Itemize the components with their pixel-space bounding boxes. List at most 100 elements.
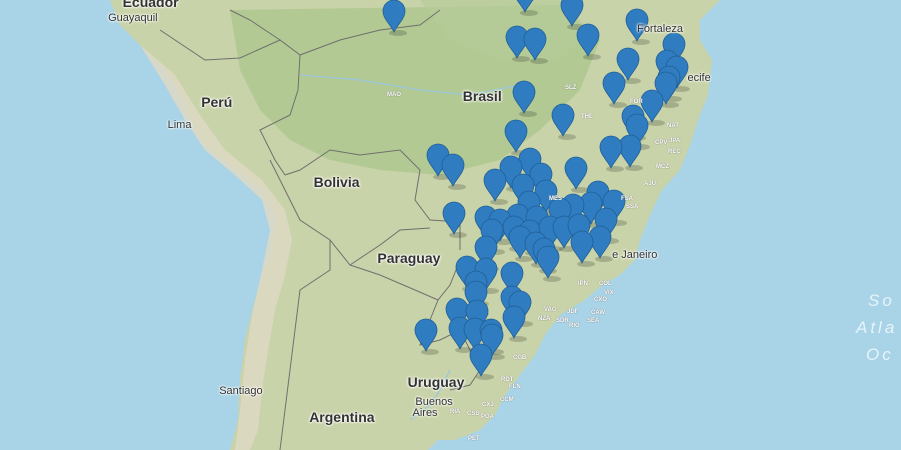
airport-code-label: JDF xyxy=(567,309,579,315)
airport-code-label: MAO xyxy=(387,92,401,98)
map-marker[interactable] xyxy=(512,80,537,117)
map-marker[interactable] xyxy=(616,47,641,84)
marker-pin-icon xyxy=(441,153,465,188)
map-marker[interactable] xyxy=(564,156,589,193)
map-marker[interactable] xyxy=(442,201,467,238)
marker-pin-icon xyxy=(516,0,534,14)
airport-code-label: MES xyxy=(549,196,563,202)
map-marker[interactable] xyxy=(536,245,561,282)
airport-code-label: FLN xyxy=(509,384,521,390)
airport-code-label: CCM xyxy=(500,397,514,403)
map-marker[interactable] xyxy=(523,27,548,64)
marker-shadow xyxy=(577,261,595,267)
marker-shadow xyxy=(625,165,643,171)
marker-pin-icon xyxy=(505,25,529,60)
airport-code-label: THE xyxy=(581,114,593,120)
map-marker[interactable] xyxy=(505,25,530,62)
marker-shadow xyxy=(530,58,548,64)
marker-pin-icon xyxy=(576,23,600,58)
marker-shadow xyxy=(623,78,641,84)
marker-shadow xyxy=(515,256,533,262)
map-marker[interactable] xyxy=(508,225,533,262)
airport-code-label: JPA xyxy=(669,138,681,144)
map-marker[interactable] xyxy=(602,71,627,108)
airport-code-label: CGB xyxy=(513,355,527,361)
map-marker[interactable] xyxy=(570,230,595,267)
map-marker[interactable] xyxy=(414,318,439,355)
city-label: Buenos xyxy=(415,396,453,408)
airport-code-label: RDT xyxy=(501,377,514,383)
marker-pin-icon xyxy=(618,134,642,169)
country-label: Argentina xyxy=(309,409,375,425)
airport-code-label: SSA xyxy=(626,204,639,210)
airport-code-label: CXJ xyxy=(482,402,494,408)
airport-code-label: VIX xyxy=(604,290,614,296)
marker-shadow xyxy=(647,120,665,126)
marker-shadow xyxy=(389,30,407,36)
airport-code-label: CPV xyxy=(655,140,668,146)
marker-pin-icon xyxy=(480,323,504,358)
airport-code-label: SDR xyxy=(556,318,569,324)
city-label: Santiago xyxy=(219,385,263,397)
airport-code-label: MCZ xyxy=(656,164,669,170)
marker-pin-icon xyxy=(602,71,626,106)
marker-pin-icon xyxy=(560,0,584,28)
marker-pin-icon xyxy=(570,230,594,265)
marker-shadow xyxy=(520,10,538,16)
marker-shadow xyxy=(583,54,601,60)
map-marker[interactable] xyxy=(576,23,601,60)
airport-code-label: POA xyxy=(481,414,495,420)
marker-shadow xyxy=(558,134,576,140)
map-marker[interactable] xyxy=(514,0,538,16)
airport-code-label: SLZ xyxy=(565,85,577,91)
marker-shadow xyxy=(490,199,508,205)
forest-region-north xyxy=(420,0,590,60)
map-marker[interactable] xyxy=(618,134,643,171)
airport-code-label: PET xyxy=(468,436,480,442)
marker-pin-icon xyxy=(640,89,664,124)
marker-pin-icon xyxy=(500,261,524,296)
map-marker[interactable] xyxy=(599,135,624,172)
airport-code-label: NZA xyxy=(538,316,551,322)
map-marker[interactable] xyxy=(441,153,466,190)
map-marker[interactable] xyxy=(469,343,494,380)
city-label: ecife xyxy=(687,72,711,84)
marker-pin-icon xyxy=(523,27,547,62)
airport-code-label: CAW xyxy=(591,310,605,316)
marker-pin-icon xyxy=(536,245,560,280)
country-label: Bolivia xyxy=(313,174,360,190)
map-marker[interactable] xyxy=(483,168,508,205)
ocean-label-line1: So xyxy=(868,291,895,310)
marker-pin-icon xyxy=(502,305,526,340)
marker-shadow xyxy=(512,56,530,62)
marker-shadow xyxy=(519,111,537,117)
city-label: e Janeiro xyxy=(612,249,658,261)
marker-shadow xyxy=(595,256,613,262)
airport-code-label: IPN xyxy=(578,281,589,287)
country-label: Ecuador xyxy=(122,0,179,10)
marker-pin-icon xyxy=(469,343,493,378)
marker-shadow xyxy=(448,184,466,190)
map-marker[interactable] xyxy=(560,0,585,30)
marker-pin-icon xyxy=(551,103,575,138)
marker-pin-icon xyxy=(625,113,649,148)
marker-shadow xyxy=(543,276,561,282)
airport-code-label: REC xyxy=(668,149,681,155)
map-marker[interactable] xyxy=(640,89,665,126)
city-label: Aires xyxy=(412,407,438,419)
marker-pin-icon xyxy=(625,8,649,43)
ocean-label-line2: Atla xyxy=(856,318,898,337)
map-marker[interactable] xyxy=(625,8,650,45)
country-label: Uruguay xyxy=(407,374,465,390)
airport-code-label: VAG xyxy=(544,307,557,313)
marker-shadow xyxy=(449,232,467,238)
map-marker[interactable] xyxy=(551,103,576,140)
marker-pin-icon xyxy=(474,235,498,270)
marker-shadow xyxy=(571,187,589,193)
city-label: Fortaleza xyxy=(637,23,683,35)
map-marker[interactable] xyxy=(382,0,407,36)
airport-code-label: NAT xyxy=(667,123,679,129)
airport-code-label: AJU xyxy=(644,181,657,187)
map-marker[interactable] xyxy=(502,305,527,342)
